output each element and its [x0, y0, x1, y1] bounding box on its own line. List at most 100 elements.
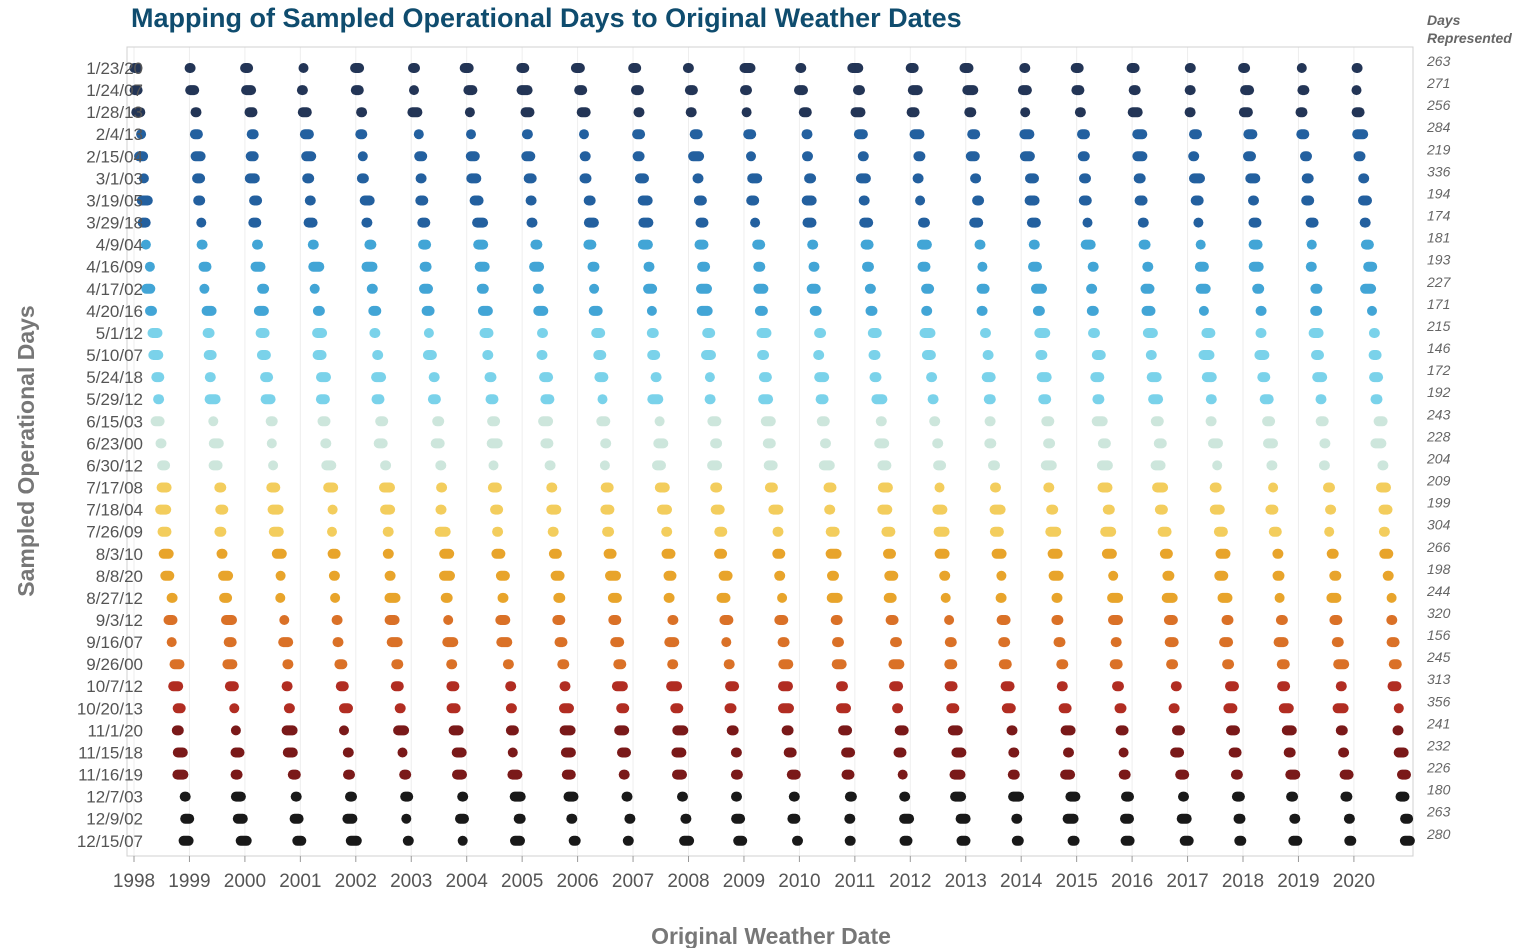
- data-point: [296, 85, 308, 96]
- data-point: [525, 195, 537, 206]
- data-point: [196, 217, 207, 228]
- data-point: [750, 217, 761, 228]
- y-tick-label: 6/23/00: [86, 434, 143, 453]
- data-point: [169, 659, 185, 670]
- data-point: [428, 372, 440, 383]
- data-point: [214, 482, 227, 493]
- data-point: [1043, 482, 1055, 493]
- data-point: [1194, 261, 1209, 272]
- days-represented-value: 194: [1427, 185, 1451, 201]
- data-point: [787, 813, 801, 824]
- data-point: [807, 239, 819, 250]
- data-point: [939, 570, 951, 581]
- data-point: [1301, 173, 1314, 184]
- data-point: [1289, 813, 1301, 824]
- data-point: [739, 63, 756, 73]
- data-point: [1150, 416, 1164, 427]
- data-point: [158, 548, 174, 559]
- data-point: [1086, 305, 1099, 316]
- data-point: [278, 637, 294, 648]
- data-point: [355, 129, 368, 140]
- y-tick-label: 11/15/18: [78, 743, 143, 762]
- data-point: [1071, 85, 1085, 96]
- data-point: [1047, 548, 1063, 559]
- data-point: [570, 63, 585, 73]
- data-point: [1127, 107, 1143, 118]
- data-point: [308, 261, 325, 272]
- data-point: [432, 416, 445, 427]
- data-point: [303, 217, 318, 228]
- data-point: [740, 85, 752, 96]
- data-point: [136, 129, 147, 140]
- data-point: [327, 504, 338, 515]
- data-point: [980, 328, 991, 338]
- data-point: [439, 570, 455, 581]
- data-point: [1325, 504, 1337, 515]
- data-point: [814, 372, 830, 383]
- data-point: [283, 703, 295, 714]
- days-represented-value: 171: [1427, 296, 1450, 312]
- data-point: [752, 239, 766, 250]
- data-point: [804, 173, 817, 184]
- data-point: [921, 350, 936, 360]
- data-point: [513, 813, 526, 824]
- data-point: [1141, 305, 1156, 316]
- data-point: [451, 747, 467, 758]
- data-point: [509, 791, 526, 802]
- y-tick-label: 1/28/13: [86, 103, 143, 122]
- data-point: [292, 835, 307, 846]
- data-point: [864, 283, 876, 294]
- data-point: [147, 328, 163, 338]
- data-point: [372, 350, 384, 360]
- data-point: [540, 394, 555, 405]
- data-point: [446, 703, 461, 714]
- data-point: [317, 416, 331, 427]
- data-point: [1109, 659, 1123, 670]
- data-point: [965, 151, 980, 162]
- data-point: [1262, 416, 1276, 427]
- data-point: [265, 416, 278, 427]
- data-point: [446, 659, 458, 670]
- days-represented-value: 320: [1427, 605, 1451, 621]
- data-point: [778, 659, 794, 670]
- days-represented-value: 245: [1426, 649, 1451, 665]
- data-point: [298, 63, 309, 73]
- data-point: [944, 681, 958, 692]
- data-point: [815, 394, 829, 405]
- y-tick-label: 6/30/12: [86, 456, 143, 475]
- data-point: [844, 791, 857, 802]
- days-represented-value: 280: [1426, 826, 1451, 842]
- data-point: [216, 548, 228, 559]
- data-point: [482, 350, 494, 360]
- data-point: [275, 570, 286, 581]
- x-tick-2011: 2011: [834, 871, 875, 892]
- data-point: [371, 372, 387, 383]
- data-point: [917, 261, 931, 272]
- data-point: [1373, 416, 1388, 427]
- data-point: [530, 239, 543, 250]
- data-point: [1222, 659, 1235, 670]
- data-point: [1368, 350, 1382, 360]
- data-point: [229, 703, 240, 714]
- data-point: [801, 195, 817, 206]
- data-point: [1209, 504, 1225, 515]
- days-represented-value: 215: [1426, 318, 1451, 334]
- data-point: [1120, 813, 1134, 824]
- data-point: [1217, 592, 1233, 603]
- vertical-gridlines: [133, 47, 1355, 856]
- data-point: [1087, 261, 1099, 272]
- data-point: [808, 261, 820, 272]
- data-point: [361, 261, 378, 272]
- data-point: [232, 813, 248, 824]
- data-point: [465, 151, 480, 162]
- data-point: [622, 835, 634, 846]
- data-point: [208, 416, 219, 427]
- data-point: [818, 460, 835, 471]
- data-point: [1379, 548, 1394, 559]
- data-point: [1000, 681, 1015, 692]
- data-point: [516, 85, 533, 96]
- data-point: [1234, 835, 1247, 846]
- data-point: [1157, 526, 1172, 537]
- data-point: [1126, 63, 1140, 73]
- data-point: [680, 813, 692, 824]
